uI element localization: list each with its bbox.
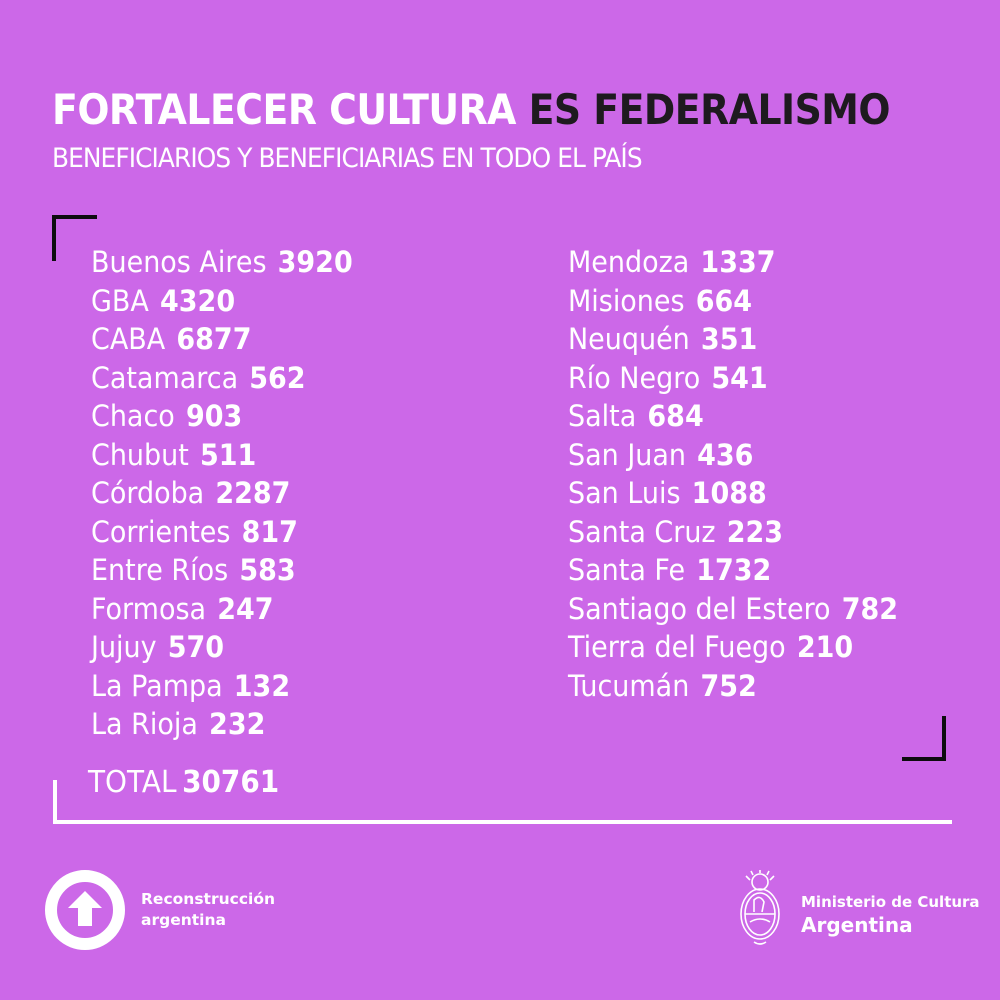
bottom-bracket-vertical: [53, 780, 57, 824]
list-item: La Pampa 132: [91, 668, 291, 703]
list-item: Corrientes 817: [91, 514, 298, 549]
corner-bracket-bottom-right-horizontal: [902, 757, 946, 761]
corner-bracket-top-left-vertical: [52, 215, 56, 261]
list-item: GBA 4320: [91, 283, 236, 318]
title-part-white: FORTALECER CULTURA: [52, 85, 516, 134]
reconstruccion-argentina-logo-text: Reconstrucción argentina: [141, 890, 276, 929]
list-item: Neuquén 351: [568, 322, 758, 356]
list-item: Jujuy 570: [91, 630, 225, 664]
total-label: TOTAL: [88, 765, 177, 800]
title-part-dark: ES FEDERALISMO: [528, 85, 891, 134]
list-item: Tucumán 752: [568, 668, 757, 703]
total: TOTAL 30761: [88, 763, 279, 803]
list-item: Catamarca 562: [91, 360, 306, 395]
page-subtitle: BENEFICIARIOS Y BENEFICIARIAS EN TODO EL…: [52, 143, 643, 174]
list-item: Santa Fe 1732: [568, 553, 772, 587]
list-item: Tierra del Fuego 210: [568, 630, 854, 664]
list-item: Formosa 247: [91, 591, 274, 626]
list-item: Mendoza 1337: [568, 245, 776, 279]
list-item: Chaco 903: [91, 399, 243, 433]
total-value: 30761: [182, 765, 280, 800]
list-item: Santa Cruz 223: [568, 514, 784, 549]
list-item: CABA 6877: [91, 322, 252, 356]
corner-bracket-top-left-horizontal: [52, 215, 97, 219]
province-list-right: Mendoza 1337 Misiones 664 Neuquén 351 Río N…: [568, 243, 923, 705]
page-title: FORTALECER CULTURA ES FEDERALISMO: [52, 85, 891, 134]
coat-of-arms-icon: [736, 870, 784, 950]
list-item: Misiones 664: [568, 283, 753, 318]
list-item: La Rioja 232: [91, 707, 266, 741]
list-item: Chubut 511: [91, 437, 257, 472]
list-item: San Luis 1088: [568, 476, 767, 510]
list-item: Buenos Aires 3920: [91, 245, 353, 279]
list-item: Río Negro 541: [568, 360, 768, 395]
list-item: Santiago del Estero 782: [568, 591, 899, 626]
arrow-up-circle-icon: [45, 870, 125, 950]
list-item: Córdoba 2287: [91, 476, 291, 510]
list-item: San Juan 436: [568, 437, 754, 472]
ministerio-cultura-logo-text: Ministerio de Cultura Argentina: [801, 893, 980, 937]
corner-bracket-bottom-right-vertical: [942, 716, 946, 761]
province-list-left: Buenos Aires 3920 GBA 4320 CABA 6877 Catama…: [91, 243, 372, 744]
bottom-bracket-horizontal: [53, 820, 952, 824]
list-item: Salta 684: [568, 399, 704, 433]
list-item: Entre Ríos 583: [91, 553, 296, 587]
